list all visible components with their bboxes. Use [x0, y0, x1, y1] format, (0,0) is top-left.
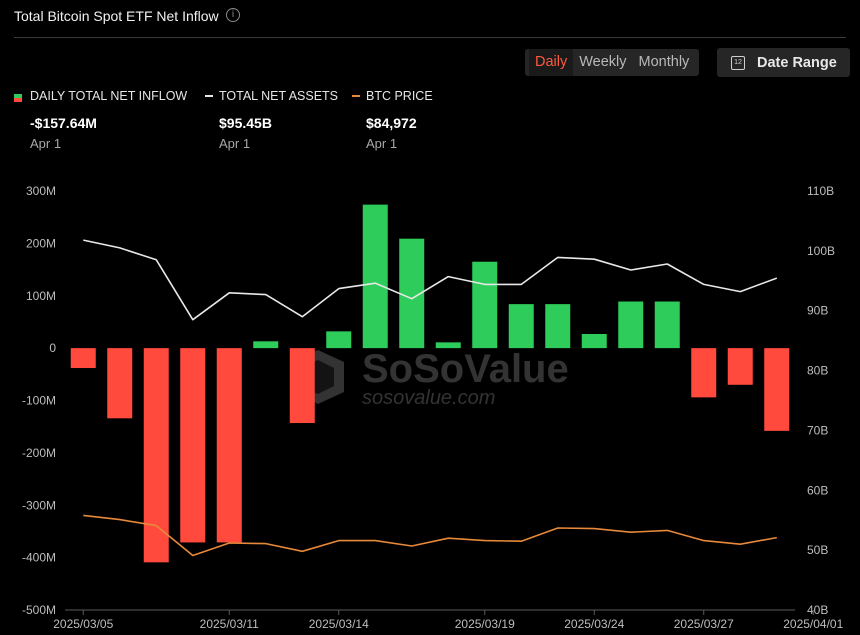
legend-date: Apr 1: [366, 136, 398, 151]
inflow-bar: [289, 348, 315, 424]
left-axis-tick-label: -500M: [22, 603, 56, 617]
inflow-bar: [764, 348, 790, 431]
inflow-bar: [654, 301, 680, 349]
right-axis-tick-label: 40B: [807, 603, 828, 617]
inflow-bar: [691, 348, 717, 398]
date-range-label: Date Range: [757, 54, 837, 71]
legend-label: BTC PRICE: [366, 89, 433, 103]
legend-value: $84,972: [366, 115, 417, 131]
left-axis-tick-label: -400M: [22, 551, 56, 565]
monthly-option[interactable]: Monthly: [638, 54, 690, 70]
inflow-bar: [107, 348, 133, 419]
period-toggle: Daily Weekly Monthly: [525, 49, 700, 76]
inflow-bar: [618, 301, 644, 349]
inflow-bar: [727, 348, 753, 385]
legend-date: Apr 1: [30, 136, 62, 151]
right-axis-tick-label: 70B: [807, 423, 828, 437]
inflow-bar: [326, 331, 352, 349]
right-axis-tick-label: 50B: [807, 543, 828, 557]
left-axis-tick-label: 100M: [26, 289, 56, 303]
left-axis-tick-label: 200M: [26, 236, 56, 250]
inflow-bar: [508, 304, 534, 349]
inflow-bar: [180, 348, 206, 543]
page-title: Total Bitcoin Spot ETF Net Inflow: [14, 8, 219, 24]
watermark: SoSoValue sosovalue.com: [290, 347, 569, 409]
left-axis-tick-label: -100M: [22, 394, 56, 408]
left-axis-tick-label: -300M: [22, 498, 56, 512]
inflow-bar: [216, 348, 242, 543]
legend-value: $95.45B: [219, 115, 272, 131]
inflow-bar: [143, 348, 169, 563]
left-axis-tick-label: 0: [49, 341, 56, 355]
watermark-url: sosovalue.com: [362, 387, 495, 409]
x-axis-tick-label: 2025/03/14: [309, 617, 369, 631]
legend-value: -$157.64M: [30, 115, 97, 131]
inflow-bar: [435, 342, 461, 349]
weekly-option[interactable]: Weekly: [579, 54, 627, 70]
right-axis-tick-label: 80B: [807, 364, 828, 378]
inflow-bar: [581, 333, 607, 349]
right-axis-tick-label: 90B: [807, 304, 828, 318]
inflow-bar: [472, 261, 498, 349]
inflow-bar: [362, 204, 388, 349]
info-icon[interactable]: i: [226, 8, 240, 22]
inflow-bar: [545, 304, 571, 349]
right-axis-tick-label: 100B: [807, 244, 835, 258]
x-axis-tick-label: 2025/03/05: [53, 617, 113, 631]
inflow-bar: [253, 341, 279, 349]
legend-label: DAILY TOTAL NET INFLOW: [30, 89, 188, 103]
left-axis-tick-label: 300M: [26, 184, 56, 198]
calendar-icon: 12: [731, 55, 745, 70]
daily-option[interactable]: Daily: [529, 49, 574, 76]
total-net-assets-line: [83, 239, 778, 321]
net-inflow-swatch: [14, 94, 22, 102]
legend-label: TOTAL NET ASSETS: [219, 89, 339, 103]
x-axis-tick-label: 2025/03/11: [200, 617, 259, 631]
right-axis-tick-label: 60B: [807, 483, 828, 497]
net-assets-swatch: [205, 95, 213, 97]
x-axis-tick-label: 2025/03/19: [455, 617, 515, 631]
date-range-button[interactable]: 12 Date Range: [717, 48, 850, 77]
watermark-brand: SoSoValue: [362, 347, 569, 391]
header: Total Bitcoin Spot ETF Net Inflow i: [14, 0, 846, 38]
x-axis-tick-label: 2025/03/24: [564, 617, 624, 631]
legend-date: Apr 1: [219, 136, 251, 151]
btc-price-line: [83, 514, 777, 557]
btc-price-swatch: [352, 95, 360, 97]
x-axis-tick-label: 2025/04/01: [783, 617, 843, 631]
inflow-bar: [70, 348, 96, 369]
left-axis-tick-label: -200M: [22, 446, 56, 460]
x-axis-tick-label: 2025/03/27: [674, 617, 734, 631]
right-axis-tick-label: 110B: [807, 184, 834, 198]
